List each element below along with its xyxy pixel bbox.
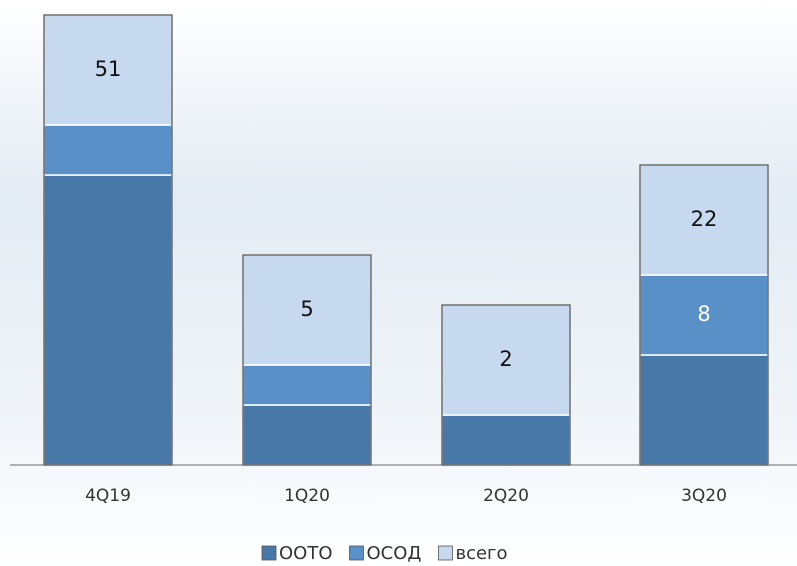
data-label: 2	[499, 347, 512, 371]
legend-swatch	[349, 545, 364, 561]
x-tick-label: 4Q19	[85, 486, 131, 506]
data-label: 51	[95, 57, 122, 81]
bar-outline	[639, 164, 769, 466]
bar-segment	[43, 124, 173, 176]
bar-outline	[242, 254, 372, 466]
legend-swatch	[438, 545, 453, 561]
bar-outline	[43, 14, 173, 466]
bar-segment	[242, 404, 372, 466]
bar-segment	[441, 414, 571, 466]
legend-label: ООТО	[279, 543, 333, 564]
legend-label: всего	[455, 543, 507, 564]
data-label: 5	[300, 297, 313, 321]
bar-segment	[441, 304, 571, 416]
data-label: 8	[697, 302, 710, 326]
legend-swatch	[261, 545, 277, 561]
x-tick-label: 2Q20	[483, 486, 529, 506]
bar-segment	[639, 354, 769, 466]
bar-segment	[43, 174, 173, 466]
x-tick-label: 3Q20	[681, 486, 727, 506]
bar-segment	[242, 364, 372, 406]
bar-outline	[441, 304, 571, 466]
bar-segment	[43, 14, 173, 126]
legend-label: ОСОД	[367, 543, 422, 564]
data-label: 22	[691, 207, 718, 231]
x-tick-label: 1Q20	[284, 486, 330, 506]
